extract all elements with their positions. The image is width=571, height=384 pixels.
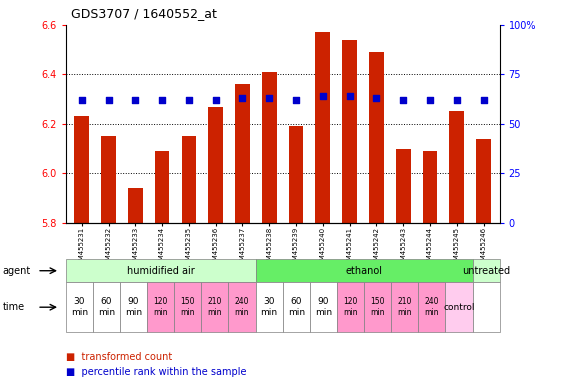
Point — [184, 97, 194, 103]
Text: humidified air: humidified air — [127, 266, 195, 276]
Bar — [208, 106, 223, 223]
Text: 60
min: 60 min — [288, 298, 305, 317]
Point — [211, 97, 220, 103]
Point — [345, 93, 354, 99]
Bar — [369, 52, 384, 223]
Bar — [128, 188, 143, 223]
Point — [452, 97, 461, 103]
Bar — [262, 72, 276, 223]
Text: GDS3707 / 1640552_at: GDS3707 / 1640552_at — [71, 7, 217, 20]
Text: 90
min: 90 min — [125, 298, 142, 317]
Text: 210
min: 210 min — [208, 298, 222, 317]
Text: untreated: untreated — [462, 266, 510, 276]
Text: ■  transformed count: ■ transformed count — [66, 352, 172, 362]
Text: 240
min: 240 min — [235, 298, 249, 317]
Point — [158, 97, 167, 103]
Text: 150
min: 150 min — [371, 298, 385, 317]
Point — [291, 97, 300, 103]
Point — [479, 97, 488, 103]
Point — [372, 95, 381, 101]
Text: 30
min: 30 min — [260, 298, 278, 317]
Point — [318, 93, 327, 99]
Bar — [423, 151, 437, 223]
Bar — [182, 136, 196, 223]
Text: 210
min: 210 min — [397, 298, 412, 317]
Point — [265, 95, 274, 101]
Point — [425, 97, 435, 103]
Bar — [235, 84, 250, 223]
Text: ethanol: ethanol — [345, 266, 383, 276]
Bar — [449, 111, 464, 223]
Point — [238, 95, 247, 101]
Text: time: time — [3, 302, 25, 312]
Bar — [101, 136, 116, 223]
Bar — [396, 149, 411, 223]
Bar — [289, 126, 303, 223]
Text: 120
min: 120 min — [154, 298, 168, 317]
Text: 150
min: 150 min — [180, 298, 195, 317]
Point — [399, 97, 408, 103]
Text: 30
min: 30 min — [71, 298, 88, 317]
Text: 240
min: 240 min — [425, 298, 439, 317]
Text: agent: agent — [3, 266, 31, 276]
Point — [104, 97, 113, 103]
Bar — [476, 139, 491, 223]
Text: 60
min: 60 min — [98, 298, 115, 317]
Bar — [155, 151, 170, 223]
Text: control: control — [443, 303, 475, 312]
Bar — [342, 40, 357, 223]
Point — [131, 97, 140, 103]
Text: ■  percentile rank within the sample: ■ percentile rank within the sample — [66, 367, 246, 377]
Bar — [74, 116, 89, 223]
Point — [77, 97, 86, 103]
Text: 90
min: 90 min — [315, 298, 332, 317]
Text: 120
min: 120 min — [343, 298, 357, 317]
Bar — [315, 32, 330, 223]
